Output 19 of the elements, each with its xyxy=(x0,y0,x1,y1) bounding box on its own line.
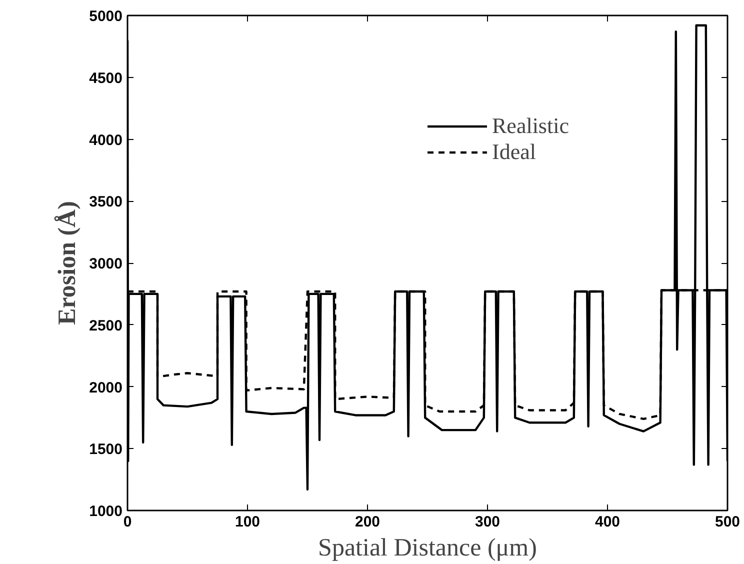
y-tick-label: 3500 xyxy=(89,194,123,211)
y-tick-label: 2500 xyxy=(89,317,123,334)
legend-label: Ideal xyxy=(492,139,536,165)
legend-label: Realistic xyxy=(492,113,569,139)
x-tick-label: 200 xyxy=(354,514,380,530)
y-tick-label: 3000 xyxy=(89,256,123,272)
x-tick-label: 300 xyxy=(474,514,500,530)
x-tick-label: 0 xyxy=(123,514,132,530)
y-tick-label: 1500 xyxy=(89,441,123,458)
x-axis-title: Spatial Distance (μm) xyxy=(318,534,537,562)
y-tick-label: 1000 xyxy=(89,503,123,520)
x-tick-label: 500 xyxy=(714,514,740,530)
y-tick-label: 5000 xyxy=(89,8,123,25)
y-tick-label: 4500 xyxy=(89,70,123,87)
x-tick-label: 100 xyxy=(234,514,260,530)
y-tick-label: 4000 xyxy=(89,132,123,149)
y-axis-title: Erosion (Å) xyxy=(54,201,82,325)
y-tick-label: 2000 xyxy=(89,379,123,396)
x-tick-label: 400 xyxy=(594,514,620,530)
